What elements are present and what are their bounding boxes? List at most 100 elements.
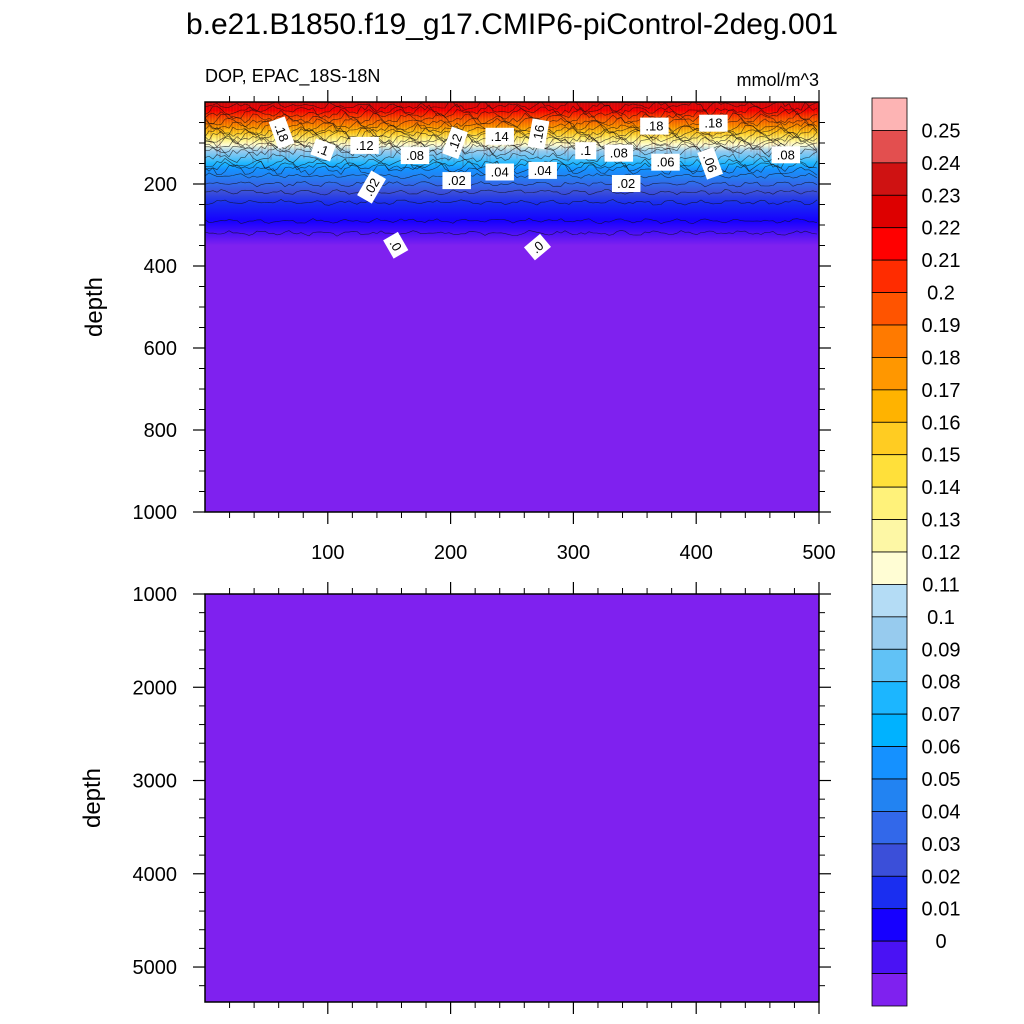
upper-axes: 200 400 600 800 1000 100 200 300 400 500 (133, 90, 836, 564)
contour-label-text: .08 (777, 147, 795, 162)
colorbar-box (871, 292, 908, 326)
colorbar-label: 0.21 (922, 250, 961, 272)
colorbar-label: 0.05 (922, 769, 961, 791)
colorbar-box (871, 681, 908, 715)
contour-label-text: .12 (356, 138, 374, 153)
contour-line (205, 144, 818, 158)
contour-label-text: .08 (610, 146, 628, 161)
x-tick-label: 300 (557, 542, 590, 564)
colorbar-box (871, 519, 908, 553)
colorbar-box (871, 584, 908, 618)
contour-label: .0 (523, 233, 551, 261)
contour-label-text: .18 (645, 119, 663, 134)
contour-label-text: .18 (271, 122, 291, 144)
contour-label: .02 (357, 170, 387, 204)
contour-label: .04 (485, 163, 514, 181)
contour-label-text: .06 (700, 152, 720, 174)
colorbar-label: 0.06 (922, 737, 961, 759)
colorbar-box (871, 778, 908, 812)
colorbar-label: 0.2 (927, 283, 955, 305)
contour-label: .04 (528, 161, 557, 179)
contour-label: .16 (527, 118, 550, 150)
colorbar-label: 0.24 (922, 153, 961, 175)
colorbar-label: 0.13 (922, 510, 961, 532)
colorbar-label: 0.22 (922, 218, 961, 240)
left-subtitle: DOP, EPAC_18S-18N (205, 66, 380, 87)
lower-plot-frame (204, 593, 820, 1003)
colorbar-label: 0.07 (922, 704, 961, 726)
contour-label-text: .04 (491, 165, 509, 180)
contour-label: .18 (640, 117, 669, 135)
x-tick-label: 200 (434, 542, 467, 564)
contour-line (205, 199, 818, 206)
upper-panel: .18.1.12.08.02.12.14.16.02.04.04.1.08.02… (81, 90, 836, 564)
colorbar-box (871, 421, 908, 456)
contour-label-text: .04 (534, 163, 552, 178)
colorbar-box (871, 194, 908, 229)
contour-line (205, 180, 818, 188)
contour-label: .02 (442, 172, 471, 190)
colorbar-label: 0.18 (922, 347, 961, 369)
contour-label-text: .02 (617, 176, 635, 191)
lower-ylabel: depth (79, 768, 106, 828)
contour-label-text: .08 (406, 148, 424, 163)
colorbar-box (871, 357, 908, 391)
y-tick-label: 200 (144, 174, 177, 196)
contour-label-text: .12 (445, 132, 465, 154)
contour-label-text: .1 (315, 141, 330, 159)
colorbar-label: 0.08 (922, 672, 961, 694)
x-tick-label: 400 (680, 542, 713, 564)
lower-plot-area (205, 594, 819, 1002)
colorbar-box (871, 973, 908, 1007)
colorbar-label: 0.15 (922, 445, 961, 467)
colorbar-box (871, 746, 908, 780)
colorbar-box (871, 486, 908, 520)
figure-title: b.e21.B1850.f19_g17.CMIP6-piControl-2deg… (186, 8, 838, 41)
lower-panel: 1000 2000 3000 4000 5000 depth (79, 582, 831, 1014)
colorbar-box (871, 648, 908, 683)
contour-label-text: .02 (448, 173, 466, 188)
colorbar-box (871, 162, 908, 196)
contour-label: .18 (699, 114, 728, 132)
colorbar-label: 0.01 (922, 899, 961, 921)
contour-label: .1 (575, 142, 597, 160)
colorbar-label: 0.11 (922, 574, 959, 596)
contour-line (205, 218, 818, 225)
contour-label: .18 (268, 116, 295, 149)
contour-label: .08 (771, 146, 801, 164)
contour-label: .14 (485, 127, 514, 145)
colorbar-box (871, 940, 908, 974)
y-tick-label: 2000 (133, 677, 178, 699)
contour-label-text: .06 (656, 155, 674, 170)
lower-axes: 1000 2000 3000 4000 5000 (133, 582, 831, 1014)
colorbar-box (871, 875, 908, 910)
y-tick-label: 3000 (133, 771, 178, 793)
colorbar-label: 0.16 (922, 412, 961, 434)
contour-label: .0 (383, 231, 409, 259)
contour-label-text: .14 (491, 129, 509, 144)
colorbar-label: 0.1 (927, 607, 955, 629)
y-tick-label: 1000 (133, 502, 178, 524)
contour-label: .02 (611, 175, 641, 192)
colorbar-box (871, 843, 908, 877)
colorbar-box (871, 551, 908, 585)
contour-label: .12 (442, 126, 468, 160)
colorbar-box (871, 616, 908, 650)
colorbar-label: 0.19 (922, 315, 961, 337)
contour-label: .06 (651, 153, 680, 171)
contour-label: .12 (350, 136, 379, 154)
contour-label: .1 (310, 138, 336, 162)
colorbar-label: 0.04 (922, 801, 961, 823)
colorbar-label: 0.23 (922, 185, 961, 207)
x-tick-label: 100 (311, 542, 344, 564)
colorbar-box (871, 97, 908, 131)
colorbar-box (871, 130, 908, 164)
colorbar: 0.25 0.24 0.23 0.22 0.21 0.2 0.19 0.18 0.17 0.16 0… (871, 97, 961, 1007)
colorbar-box (871, 454, 908, 488)
colorbar-box (871, 389, 908, 423)
colorbar-label: 0.25 (922, 120, 961, 142)
contour-label-text: .1 (580, 143, 591, 158)
colorbar-label: 0.09 (922, 639, 961, 661)
upper-contour-labels: .18 .1 .12 .08 .02 .12 .14 .16 .02 .04 .04 .1 .08 .02… (268, 114, 801, 261)
